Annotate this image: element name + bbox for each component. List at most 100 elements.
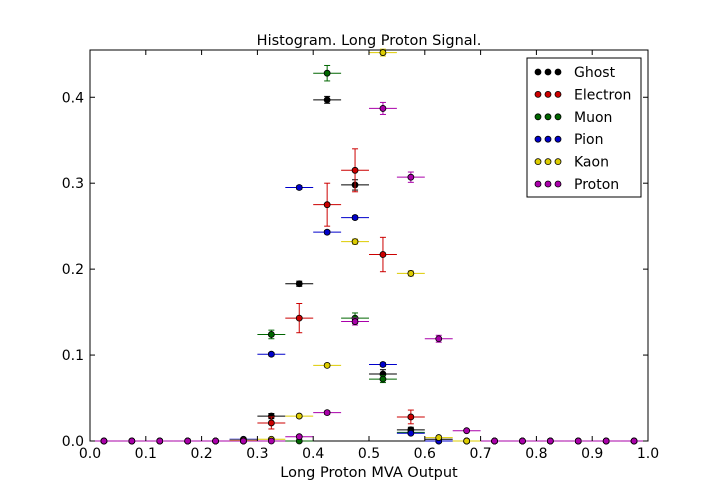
legend-marker <box>544 158 552 166</box>
data-point <box>156 437 164 445</box>
data-point <box>407 270 415 277</box>
y-tick-label: 0.4 <box>62 90 84 106</box>
data-point <box>351 318 359 325</box>
x-tick-label: 0.6 <box>414 446 436 462</box>
x-tick-label: 0.9 <box>581 446 603 462</box>
legend-marker <box>534 158 542 166</box>
data-point <box>379 375 387 383</box>
legend-marker <box>554 135 562 143</box>
data-point <box>491 437 498 445</box>
x-tick-label: 0.8 <box>525 446 547 462</box>
data-point <box>212 437 219 445</box>
data-point <box>379 251 387 258</box>
legend-item-proton: Proton <box>534 177 619 193</box>
data-point <box>435 335 443 343</box>
legend: Ghost Electron Muon Pion Kaon Proton <box>526 57 642 198</box>
data-point <box>295 280 303 288</box>
x-tick-label: 0.5 <box>358 446 380 462</box>
x-axis-ticks: 0.0 0.1 0.2 0.3 0.4 0.5 0.6 0.7 0.8 0.9 1.0 <box>79 50 659 462</box>
legend-item-ghost: Ghost <box>534 65 616 81</box>
data-point <box>351 238 359 246</box>
data-point <box>463 427 471 435</box>
y-tick-label: 0.0 <box>62 434 84 450</box>
data-point <box>295 184 303 191</box>
legend-item-muon: Muon <box>534 110 612 126</box>
legend-label: Ghost <box>574 65 616 81</box>
y-tick-label: 0.2 <box>62 262 84 278</box>
legend-marker <box>544 91 552 98</box>
data-point <box>267 331 275 338</box>
legend-item-pion: Pion <box>534 132 603 148</box>
data-point <box>240 437 247 445</box>
legend-marker <box>554 91 562 98</box>
legend-marker <box>544 113 552 121</box>
x-tick-label: 0.4 <box>302 446 324 462</box>
data-point <box>267 437 275 445</box>
data-point <box>519 437 526 445</box>
data-point <box>407 413 415 421</box>
data-point <box>351 166 359 174</box>
data-point <box>407 429 415 437</box>
legend-marker <box>544 68 552 76</box>
legend-label: Proton <box>574 177 619 193</box>
data-point <box>323 96 331 104</box>
data-point <box>463 437 471 445</box>
y-tick-label: 0.3 <box>62 176 84 192</box>
chart-title: Histogram. Long Proton Signal. <box>257 33 482 49</box>
data-point <box>100 437 108 445</box>
plot-area <box>89 48 649 445</box>
legend-marker <box>554 68 562 76</box>
x-axis-label: Long Proton MVA Output <box>280 465 458 481</box>
data-point <box>128 437 136 445</box>
x-tick-label: 0.1 <box>135 446 157 462</box>
data-point <box>630 437 638 445</box>
data-point <box>323 201 331 209</box>
data-point <box>546 437 554 445</box>
data-point <box>574 437 582 445</box>
legend-label: Electron <box>574 87 631 103</box>
legend-marker <box>534 68 542 76</box>
data-point <box>323 228 331 236</box>
data-point <box>323 409 331 417</box>
data-point <box>184 437 192 445</box>
data-point <box>295 412 303 420</box>
data-point <box>295 433 303 441</box>
legend-marker <box>534 180 542 188</box>
legend-box <box>526 57 642 198</box>
data-point <box>267 419 275 427</box>
data-point <box>379 105 387 112</box>
data-point <box>379 361 387 368</box>
series-proton <box>90 101 648 445</box>
legend-marker <box>554 113 562 121</box>
legend-item-electron: Electron <box>534 87 631 103</box>
x-tick-label: 1.0 <box>637 446 659 462</box>
data-point <box>351 214 359 221</box>
data-point <box>295 314 303 322</box>
legend-label: Muon <box>574 110 612 126</box>
y-axis-ticks: 0.0 0.1 0.2 0.3 0.4 <box>62 90 648 450</box>
data-point <box>323 69 331 77</box>
x-tick-label: 0.2 <box>190 446 212 462</box>
legend-marker <box>554 158 562 166</box>
data-point <box>323 361 331 369</box>
series-pion <box>90 184 648 445</box>
data-point <box>435 434 443 441</box>
legend-marker <box>534 113 542 121</box>
data-point <box>407 173 415 181</box>
y-tick-label: 0.1 <box>62 348 84 364</box>
data-point <box>379 49 387 56</box>
legend-label: Kaon <box>574 155 609 171</box>
legend-marker <box>544 135 552 143</box>
data-point <box>602 437 610 445</box>
x-tick-label: 0.7 <box>469 446 491 462</box>
legend-marker <box>534 135 542 143</box>
x-tick-label: 0.3 <box>246 446 268 462</box>
legend-label: Pion <box>574 132 603 148</box>
x-tick-label: 0.0 <box>79 446 101 462</box>
data-point <box>267 350 275 358</box>
legend-marker <box>534 91 542 98</box>
legend-item-kaon: Kaon <box>534 155 609 171</box>
legend-marker <box>554 180 562 188</box>
legend-marker <box>544 180 552 188</box>
